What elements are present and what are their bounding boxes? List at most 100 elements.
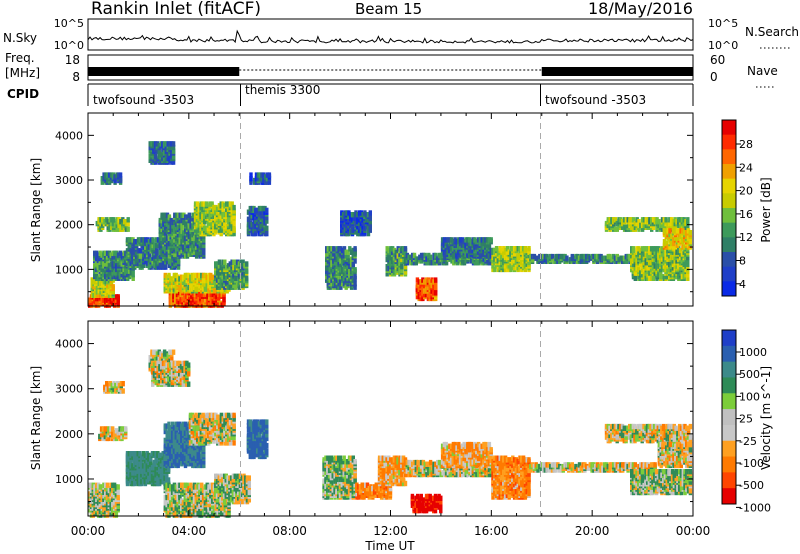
power-cells-cell xyxy=(158,228,162,234)
power-cells-cell xyxy=(417,279,421,285)
cpid-label: CPID xyxy=(7,87,39,101)
power-cells-cell xyxy=(660,265,665,271)
power-cells-cell xyxy=(250,222,254,228)
power-cells-cell xyxy=(162,216,166,222)
velocity-cells-cell xyxy=(134,456,139,462)
power-cells-cell xyxy=(168,300,173,306)
power-cells-cell xyxy=(193,291,198,298)
power-cells-cell xyxy=(392,247,397,254)
power-cells-cell xyxy=(111,263,115,269)
power-cells-cell xyxy=(120,252,124,258)
power-cells-cell xyxy=(126,217,130,223)
power-cells-cell xyxy=(174,248,179,254)
power-cells-cell xyxy=(363,210,367,216)
power-cells-cell xyxy=(107,263,112,269)
power-cells-cell xyxy=(204,225,209,232)
power-cells-cell xyxy=(156,255,161,261)
power-cells-cell xyxy=(683,237,687,243)
velocity-cells-cell xyxy=(101,435,106,442)
power-cells-cell xyxy=(189,216,193,222)
power-cells-cell xyxy=(577,255,582,261)
power-cells-cell xyxy=(226,201,231,207)
power-cells-cell xyxy=(349,261,354,268)
power-cells-cell xyxy=(194,272,198,279)
power-cells-cell xyxy=(172,293,176,299)
power-cells-cell xyxy=(352,212,356,218)
velocity-cells-cell xyxy=(96,482,101,488)
power-cells-cell xyxy=(232,264,236,271)
power-cells-cell xyxy=(655,265,659,271)
power-cells-cell xyxy=(416,256,420,262)
power-cells-cell xyxy=(127,244,131,250)
power-cells-cell xyxy=(332,246,336,252)
velocity-cells-cell xyxy=(127,451,131,457)
velocity-cells-cell xyxy=(111,430,115,436)
power-cells-cell xyxy=(337,260,341,266)
power-cells-cell xyxy=(120,272,124,278)
power-cells-cell xyxy=(95,292,100,298)
power-cells-cell xyxy=(214,261,218,267)
power-cells-cell xyxy=(458,240,463,247)
power-cells-cell xyxy=(208,210,212,216)
power-cells-cell xyxy=(219,224,223,230)
power-cells-cell xyxy=(462,242,466,248)
power-cells-cell xyxy=(104,257,108,264)
velocity-cells-cell xyxy=(103,433,107,440)
power-cells-cell xyxy=(203,277,208,284)
power-cells-cell xyxy=(428,282,432,289)
power-cells-cell xyxy=(173,212,177,218)
power-cells-cell xyxy=(424,286,429,292)
power-cells-cell xyxy=(615,220,619,227)
power-cells-cell xyxy=(113,250,117,256)
power-cells-cell xyxy=(642,249,647,255)
power-cells-cell xyxy=(144,240,148,247)
power-cells-cell xyxy=(158,225,162,231)
power-cells-cell xyxy=(153,141,158,147)
power-cells-cell xyxy=(111,284,115,290)
power-cells-cell xyxy=(430,281,434,287)
velocity-cells-cell xyxy=(129,451,133,457)
power-cells-cell xyxy=(243,277,247,283)
power-cells-cell xyxy=(131,264,135,270)
power-cells-cell xyxy=(453,258,458,264)
power-cells-cell xyxy=(184,214,188,220)
velocity-cells-cell xyxy=(89,482,94,488)
power-cells-cell xyxy=(215,261,220,267)
power-cells-cell xyxy=(615,226,619,232)
power-cells-cell xyxy=(160,251,164,257)
power-cells-cell xyxy=(252,218,256,224)
velocity-cells-cell xyxy=(104,491,108,497)
power-cells-cell xyxy=(640,266,645,273)
power-cells-cell xyxy=(185,286,189,292)
power-cells-cell xyxy=(649,266,654,273)
power-cells-cell xyxy=(622,217,627,223)
power-cells-cell xyxy=(174,221,179,227)
power-cells-cell xyxy=(592,253,596,260)
power-cells-cell xyxy=(191,212,195,218)
power-cells-cell xyxy=(147,264,152,270)
power-cells-cell xyxy=(675,258,679,264)
power-cells-cell xyxy=(684,272,688,278)
power-cells-cell xyxy=(427,252,431,259)
power-cells-cell xyxy=(206,222,211,228)
power-cells-cell xyxy=(259,205,263,212)
power-cells-cell xyxy=(115,250,119,256)
power-cells-cell xyxy=(630,224,634,230)
power-cells-cell xyxy=(189,246,193,252)
power-cells-cell xyxy=(249,172,253,178)
power-cells-cell xyxy=(673,254,677,261)
power-cells-cell xyxy=(215,206,220,212)
power-cells-cell xyxy=(96,263,101,269)
power-cells-cell xyxy=(147,253,152,259)
velocity-cells-cell xyxy=(114,512,119,518)
power-cells-cell xyxy=(200,291,205,298)
power-cells-cell xyxy=(202,233,206,240)
power-cells-cell xyxy=(248,220,252,226)
power-cells-cell xyxy=(241,264,245,271)
power-cells-cell xyxy=(223,220,227,226)
power-cells-cell xyxy=(246,209,251,215)
power-cells-cell xyxy=(205,274,209,280)
velocity-cells-cell xyxy=(148,362,152,368)
power-cells-cell xyxy=(491,258,495,264)
power-cells-cell xyxy=(328,256,332,262)
